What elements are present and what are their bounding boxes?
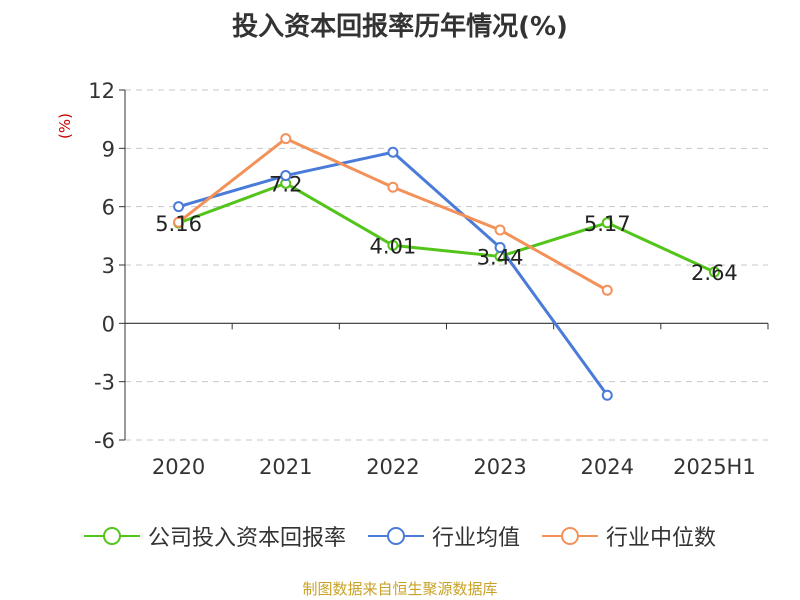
series-point-0 <box>708 266 720 278</box>
legend-item-industry-mean[interactable]: 行业均值 <box>367 520 520 552</box>
legend-label-company: 公司投入资本回报率 <box>147 526 346 551</box>
series-point-1 <box>387 146 399 158</box>
series-point-2 <box>387 181 399 193</box>
y-tick-label: 0 <box>102 312 115 336</box>
series-point-0 <box>601 217 613 229</box>
y-tick-label: 6 <box>102 196 115 220</box>
legend-swatch-company <box>83 527 140 545</box>
series-line-2 <box>177 137 608 292</box>
x-tick-label: 2021 <box>259 455 312 479</box>
chart-title: 投入资本回报率历年情况(%) <box>232 12 568 42</box>
x-tick-label: 2020 <box>152 455 205 479</box>
y-tick-label: 9 <box>102 137 115 161</box>
data-source-note: 制图数据来自恒生聚源数据库 <box>302 580 498 598</box>
series-point-1 <box>494 242 506 253</box>
series-point-2 <box>601 284 613 296</box>
legend: 公司投入资本回报率 行业均值 行业中位数 <box>0 520 800 552</box>
legend-swatch-industry-median <box>542 527 598 545</box>
series-point-2 <box>494 224 506 236</box>
legend-swatch-industry-mean <box>367 527 424 545</box>
x-tick-label: 2025H1 <box>673 455 756 479</box>
data-label: 3.44 <box>477 245 524 269</box>
y-tick-label: 3 <box>102 254 115 278</box>
series-point-2 <box>280 133 292 145</box>
series-line-0 <box>178 181 716 274</box>
y-axis-unit-label: (%) <box>56 113 74 139</box>
y-tick-label: 12 <box>88 79 115 103</box>
x-tick-label: 2022 <box>366 455 419 479</box>
y-tick-label: -3 <box>94 371 115 395</box>
series-point-1 <box>173 201 185 213</box>
data-label: 5.17 <box>584 212 631 236</box>
series-point-0 <box>387 239 399 251</box>
data-label: 5.16 <box>155 212 202 236</box>
legend-item-industry-median[interactable]: 行业中位数 <box>542 520 716 552</box>
series-point-1 <box>601 389 613 401</box>
y-tick-label: -6 <box>94 429 115 453</box>
legend-label-industry-median: 行业中位数 <box>606 526 717 551</box>
series-point-1 <box>280 170 292 182</box>
x-tick-label: 2023 <box>473 455 526 479</box>
data-label: 7.2 <box>269 172 302 196</box>
legend-label-industry-mean: 行业均值 <box>431 526 520 551</box>
x-tick-label: 2024 <box>581 455 634 479</box>
legend-item-company[interactable]: 公司投入资本回报率 <box>83 520 346 552</box>
series-point-2 <box>173 216 185 228</box>
data-label: 2.64 <box>691 261 738 285</box>
data-label: 4.01 <box>370 234 417 258</box>
